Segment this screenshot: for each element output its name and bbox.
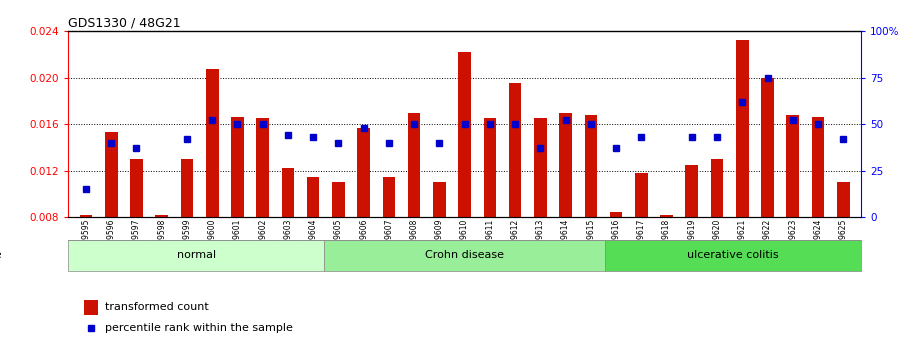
Bar <box>711 159 723 217</box>
Bar <box>559 112 572 217</box>
Bar <box>458 52 471 217</box>
Bar <box>837 183 850 217</box>
Bar <box>812 117 824 217</box>
Bar <box>484 118 496 217</box>
Bar <box>534 118 547 217</box>
Bar <box>307 177 320 217</box>
Bar <box>156 215 168 217</box>
Text: transformed count: transformed count <box>105 302 209 312</box>
Bar <box>84 300 98 315</box>
Bar <box>206 69 219 217</box>
Bar <box>105 132 118 217</box>
Bar <box>762 78 773 217</box>
Bar <box>256 118 269 217</box>
Bar <box>605 240 861 271</box>
Bar <box>68 240 324 271</box>
Bar <box>281 168 294 217</box>
Bar <box>685 165 698 217</box>
Bar <box>231 117 244 217</box>
Bar <box>585 115 597 217</box>
Bar <box>324 240 605 271</box>
Bar <box>357 128 370 217</box>
Bar <box>609 211 622 217</box>
Text: Crohn disease: Crohn disease <box>425 250 504 260</box>
Text: disease state: disease state <box>0 250 2 260</box>
Bar <box>660 215 673 217</box>
Bar <box>408 112 421 217</box>
Bar <box>433 183 445 217</box>
Bar <box>130 159 143 217</box>
Bar <box>383 177 395 217</box>
Bar <box>635 173 648 217</box>
Text: ulcerative colitis: ulcerative colitis <box>687 250 779 260</box>
Text: GDS1330 / 48G21: GDS1330 / 48G21 <box>68 17 181 30</box>
Bar <box>508 83 521 217</box>
Bar <box>180 159 193 217</box>
Bar <box>786 115 799 217</box>
Text: normal: normal <box>177 250 216 260</box>
Bar <box>736 40 749 217</box>
Bar <box>79 215 92 217</box>
Bar <box>333 183 344 217</box>
Text: percentile rank within the sample: percentile rank within the sample <box>105 323 292 333</box>
